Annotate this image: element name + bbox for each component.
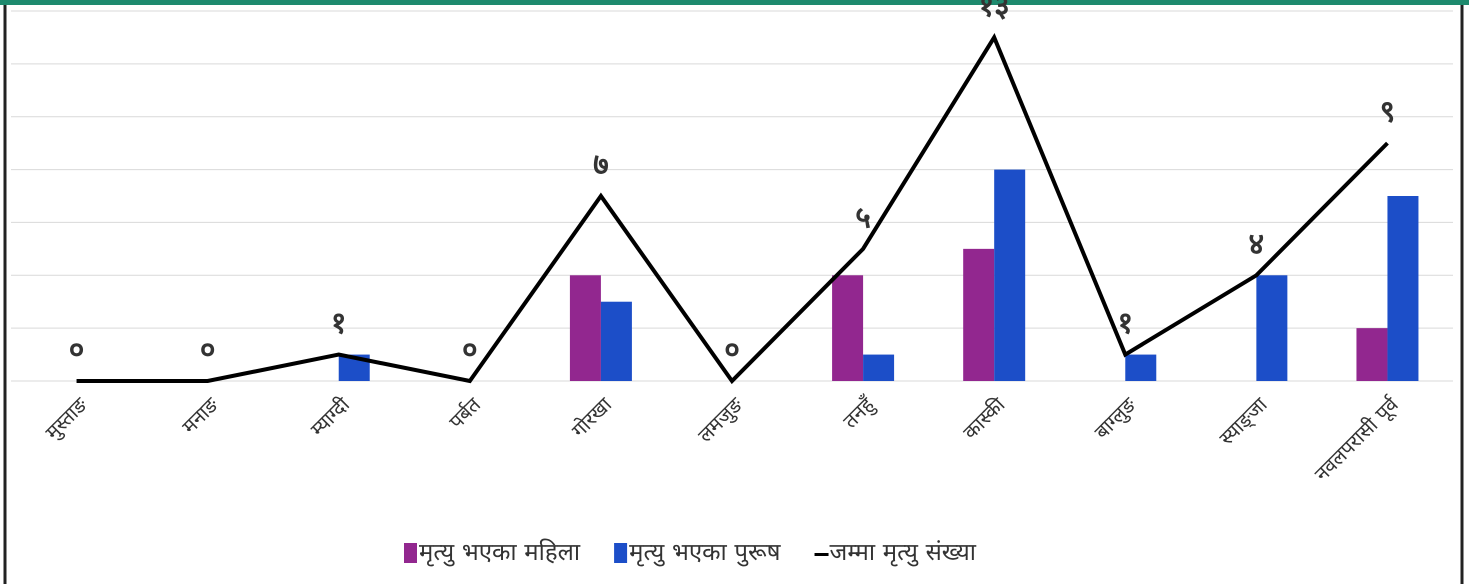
- legend-label: जम्मा मृत्यु संख्या: [830, 538, 977, 567]
- legend-label: मृत्यु भएका पुरूष: [629, 538, 782, 567]
- x-tick-label: स्याङ्जा: [1214, 392, 1273, 451]
- bar: [1256, 275, 1288, 381]
- x-tick-label: गोरखा: [567, 392, 617, 442]
- bar: [963, 248, 995, 381]
- data-label: १३: [979, 0, 1010, 24]
- x-tick-label: नवलपरासी पूर्व: [1310, 392, 1405, 487]
- data-label: ०: [724, 333, 740, 368]
- x-tick-label: लमजुङ: [693, 392, 749, 448]
- data-label: १: [1117, 306, 1133, 341]
- data-label: ९: [1380, 95, 1396, 130]
- bar: [994, 169, 1026, 381]
- data-label: ०: [462, 333, 478, 368]
- legend-swatch: [404, 543, 417, 563]
- legend-swatch: [614, 543, 628, 563]
- x-tick-label: पर्बत: [444, 392, 486, 434]
- data-label: ४: [1249, 227, 1265, 262]
- x-tick-label: म्याग्दी: [306, 392, 355, 441]
- legend-label: मृत्यु भएका महिला: [419, 538, 581, 567]
- line: [76, 33, 1389, 385]
- bar: [569, 275, 601, 381]
- legend: मृत्यु भएका महिला मृत्यु भएका पुरूष जम्मा …: [404, 538, 977, 567]
- legend-swatch: [814, 553, 829, 556]
- bar: [1356, 328, 1388, 381]
- bar: [832, 275, 864, 381]
- data-label: १: [331, 306, 347, 341]
- x-tick-label: कास्की: [958, 392, 1010, 444]
- data-label: ०: [69, 333, 85, 368]
- data-label: ५: [855, 200, 871, 235]
- top-border: [0, 0, 1469, 5]
- data-label: ०: [200, 333, 216, 368]
- x-tick-label: मनाङ: [177, 392, 224, 439]
- bar: [1125, 354, 1157, 381]
- x-tick-label: मुस्ताङ: [40, 392, 93, 445]
- bar: [600, 301, 632, 381]
- bar: [1387, 196, 1419, 381]
- data-label: ७: [593, 148, 609, 183]
- bar: [863, 354, 895, 381]
- x-tick-label: बाग्लुङ: [1089, 392, 1142, 445]
- x-tick-label: तनहुँ: [838, 392, 881, 435]
